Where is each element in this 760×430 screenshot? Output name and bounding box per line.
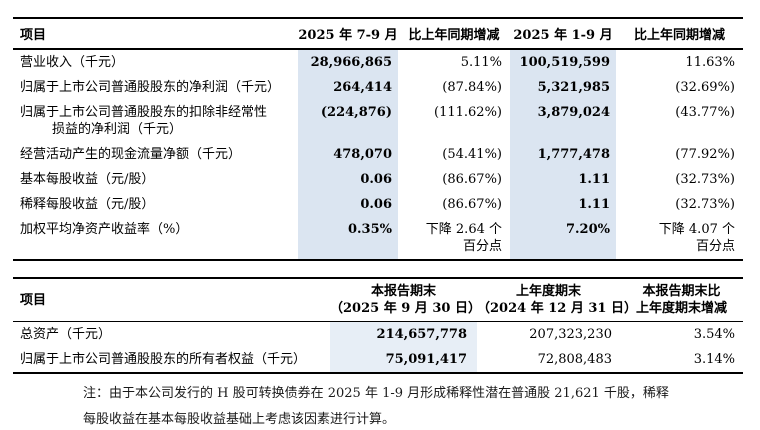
footnote-line2: 每股收益在基本每股收益基础上考虑该因素进行计算。 xyxy=(83,412,396,427)
q3-yoy-change-cell: (87.84%) xyxy=(442,80,502,95)
change-line2: 百分点 xyxy=(695,239,735,254)
balance-sheet-summary-table: 项目 本报告期末 （2025 年 9 月 30 日） 上年度期末 （2024 年… xyxy=(13,277,743,374)
q3-value-cell: 28,966,865 xyxy=(298,49,398,75)
table1-header-row: 项目 2025 年 7-9 月 比上年同期增减 2025 年 1-9 月 比上年… xyxy=(13,18,743,50)
header-line1: 上年度期末 xyxy=(515,284,581,299)
row-label: 归属于上市公司普通股股东的净利润（千元） xyxy=(20,80,281,95)
header-line2: （2024 年 12 月 31 日） xyxy=(477,301,637,316)
ytd-yoy-change-cell: (32.69%) xyxy=(675,80,735,95)
q3-value-cell: 0.06 xyxy=(298,192,398,217)
row-label: 加权平均净资产收益率（%） xyxy=(20,222,189,237)
ytd-value-cell: 3,879,024 xyxy=(510,100,616,142)
table-row-operating-cash-flow: 经营活动产生的现金流量净额（千元） 478,070 (54.41%) 1,777… xyxy=(13,142,743,167)
q3-yoy-change-cell: (111.62%) xyxy=(434,105,502,120)
table1-header-9m-2025: 2025 年 1-9 月 xyxy=(510,18,616,50)
footnote: 注：由于本公司发行的 H 股可转换债券在 2025 年 1-9 月形成稀释性潜在… xyxy=(83,381,748,430)
ytd-yoy-change-cell: (77.92%) xyxy=(675,147,735,162)
change-cell: 3.54% xyxy=(693,327,735,342)
row-label-line2: 损益的净利润（千元） xyxy=(52,122,183,137)
footnote-line1: 注：由于本公司发行的 H 股可转换债券在 2025 年 1-9 月形成稀释性潜在… xyxy=(83,386,669,401)
q3-yoy-change-cell: 下降 2.64 个 百分点 xyxy=(398,217,510,260)
q3-value-cell: 264,414 xyxy=(298,75,398,100)
prior-year-end-value-cell: 72,808,483 xyxy=(537,352,612,367)
ytd-yoy-change-cell: (32.73%) xyxy=(675,172,735,187)
change-line1: 下降 2.64 个 xyxy=(425,222,502,237)
current-period-end-value-cell: 75,091,417 xyxy=(330,347,477,373)
table-row-basic-eps: 基本每股收益（元/股） 0.06 (86.67%) 1.11 (32.73%) xyxy=(13,167,743,192)
row-label: 基本每股收益（元/股） xyxy=(20,172,155,187)
table-row-total-assets: 总资产（千元） 214,657,778 207,323,230 3.54% xyxy=(13,321,743,347)
ytd-value-cell: 7.20% xyxy=(510,217,616,260)
row-label: 归属于上市公司普通股股东的扣除非经常性 损益的净利润（千元） xyxy=(13,100,298,142)
ytd-yoy-change-cell: 11.63% xyxy=(685,55,735,70)
table2-header-row: 项目 本报告期末 （2025 年 9 月 30 日） 上年度期末 （2024 年… xyxy=(13,278,743,322)
table-row-diluted-eps: 稀释每股收益（元/股） 0.06 (86.67%) 1.11 (32.73%) xyxy=(13,192,743,217)
row-label: 稀释每股收益（元/股） xyxy=(20,197,155,212)
row-label: 总资产（千元） xyxy=(20,327,112,342)
ytd-value-cell: 5,321,985 xyxy=(510,75,616,100)
row-label: 归属于上市公司普通股股东的所有者权益（千元） xyxy=(20,352,307,367)
table2-header-current-period-end: 本报告期末 （2025 年 9 月 30 日） xyxy=(330,278,481,322)
ytd-value-cell: 1,777,478 xyxy=(510,142,616,167)
table2-header-change: 本报告期末比 上年度期末增减 xyxy=(620,278,743,322)
table-row-net-profit: 归属于上市公司普通股股东的净利润（千元） 264,414 (87.84%) 5,… xyxy=(13,75,743,100)
change-cell: 3.14% xyxy=(693,352,735,367)
q3-value-cell: (224,876) xyxy=(298,100,398,142)
prior-year-end-value-cell: 207,323,230 xyxy=(529,327,612,342)
q3-value-cell: 0.35% xyxy=(298,217,398,260)
q3-yoy-change-cell: (54.41%) xyxy=(442,147,502,162)
q3-value-cell: 0.06 xyxy=(298,167,398,192)
change-line1: 下降 4.07 个 xyxy=(658,222,735,237)
table1-header-item: 项目 xyxy=(13,18,298,50)
table-row-shareholders-equity: 归属于上市公司普通股股东的所有者权益（千元） 75,091,417 72,808… xyxy=(13,347,743,373)
header-line1: 本报告期末 xyxy=(370,284,436,299)
q3-yoy-change-cell: (86.67%) xyxy=(442,172,502,187)
ytd-value-cell: 100,519,599 xyxy=(510,49,616,75)
q3-value-cell: 478,070 xyxy=(298,142,398,167)
table1-header-yoy-change-9m: 比上年同期增减 xyxy=(616,18,743,50)
ytd-value-cell: 1.11 xyxy=(510,167,616,192)
table-row-weighted-avg-roe: 加权平均净资产收益率（%） 0.35% 下降 2.64 个 百分点 7.20% … xyxy=(13,217,743,260)
change-line2: 百分点 xyxy=(462,239,502,254)
header-line2: （2025 年 9 月 30 日） xyxy=(330,301,481,316)
quarterly-key-financials-table: 项目 2025 年 7-9 月 比上年同期增减 2025 年 1-9 月 比上年… xyxy=(13,17,743,261)
ytd-yoy-change-cell: (43.77%) xyxy=(675,105,735,120)
table1-header-yoy-change-q3: 比上年同期增减 xyxy=(398,18,510,50)
ytd-yoy-change-cell: (32.73%) xyxy=(675,197,735,212)
table-row-net-profit-excl-nonrecurring: 归属于上市公司普通股股东的扣除非经常性 损益的净利润（千元） (224,876)… xyxy=(13,100,743,142)
header-line2: 上年度期末增减 xyxy=(635,301,727,316)
current-period-end-value-cell: 214,657,778 xyxy=(330,321,477,347)
table1-header-q3-2025: 2025 年 7-9 月 xyxy=(298,18,398,50)
table2-header-prior-year-end: 上年度期末 （2024 年 12 月 31 日） xyxy=(477,278,637,322)
header-line1: 本报告期末比 xyxy=(642,284,721,299)
row-label: 经营活动产生的现金流量净额（千元） xyxy=(20,147,242,162)
ytd-yoy-change-cell: 下降 4.07 个 百分点 xyxy=(616,217,743,260)
row-label: 营业收入（千元） xyxy=(20,55,125,70)
table-row-revenue: 营业收入（千元） 28,966,865 5.11% 100,519,599 11… xyxy=(13,49,743,75)
q3-yoy-change-cell: (86.67%) xyxy=(442,197,502,212)
row-label-line1: 归属于上市公司普通股股东的扣除非经常性 xyxy=(20,105,268,120)
q3-yoy-change-cell: 5.11% xyxy=(460,55,502,70)
ytd-value-cell: 1.11 xyxy=(510,192,616,217)
table2-header-item: 项目 xyxy=(13,278,330,322)
